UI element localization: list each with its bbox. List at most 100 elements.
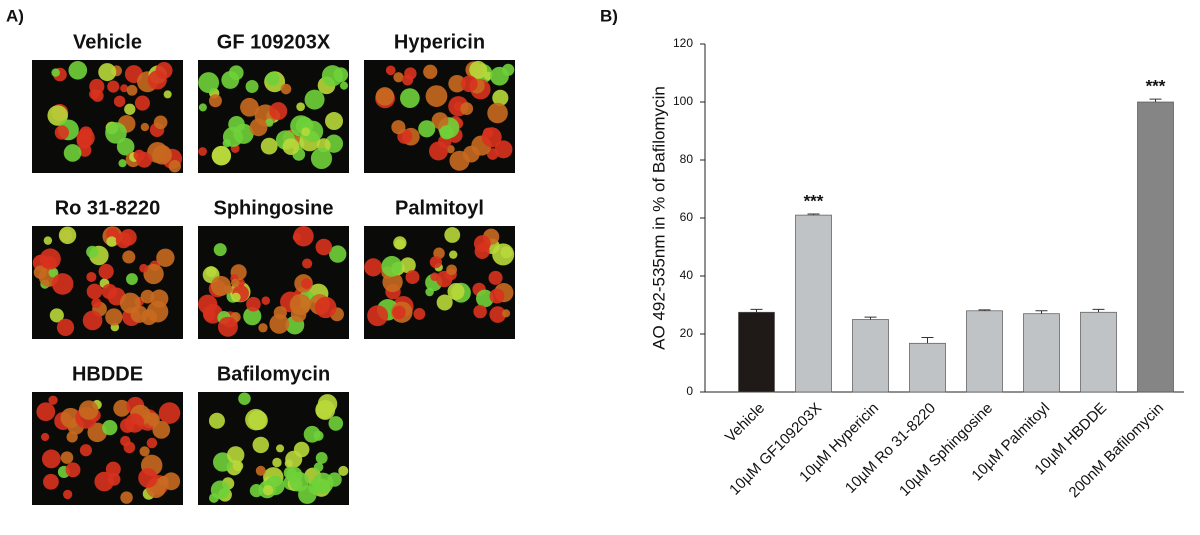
cell [86,245,99,259]
cell [293,441,310,458]
cell [269,313,290,334]
bar [1137,101,1174,393]
cell [304,89,325,110]
cell [139,446,150,457]
cell [76,128,95,147]
cell [310,147,333,170]
error-bar [921,336,934,344]
cell [210,480,230,500]
cell [56,318,75,337]
cell [367,305,389,327]
cell [158,402,181,424]
cell [328,416,344,431]
cell [240,97,259,117]
cell [79,444,93,457]
cell [266,72,280,86]
cell [302,258,313,269]
cell [153,115,168,130]
image-title: Vehicle [73,31,142,53]
cell [113,95,126,108]
cell [230,278,240,288]
cell [315,238,333,256]
cell [198,294,218,314]
cell [120,84,129,93]
cell [488,270,503,285]
cell [489,306,507,323]
cell [60,407,81,428]
cell [402,74,414,86]
cell [392,305,406,320]
cell [284,459,293,468]
bar [738,311,775,393]
cell [449,150,470,171]
cell [205,266,217,278]
cell [502,309,511,318]
cell [296,102,305,112]
cell [338,465,349,476]
cell [431,112,449,130]
cell [51,273,74,295]
cell [429,255,442,269]
cell [473,304,487,319]
cell [394,239,406,250]
cell [255,465,266,476]
cell [146,437,158,449]
cell [105,122,127,144]
cell [63,144,82,162]
cell [36,402,56,422]
cell [231,292,241,302]
x-tick-label: 200nM Bafilomycin [1065,400,1167,502]
cell [162,472,181,491]
image-title: Palmitoyl [395,197,484,219]
cell [448,74,466,93]
y-tick-label: 120 [673,36,693,50]
error-bar [1149,98,1162,102]
cell [62,489,73,500]
cell [315,452,328,464]
cell [439,125,454,140]
cell [282,138,300,155]
cell [428,141,448,161]
cell [228,65,244,81]
y-tick-label: 20 [680,326,694,340]
cell [423,64,438,79]
cell [430,272,440,282]
cell [444,227,461,243]
cell [48,395,58,405]
cell [107,80,120,93]
cell [105,461,121,477]
panel-label: A) [6,6,24,25]
cell [198,147,207,156]
cell [168,160,181,173]
cell [460,75,478,93]
cell [273,306,287,320]
cell [198,103,207,112]
cell [460,102,474,116]
cell [329,245,347,263]
cell [385,65,396,76]
cell [208,412,225,429]
error-bar [1035,310,1048,314]
cell [82,310,103,331]
cell [382,271,403,293]
cell [143,263,164,285]
cell [243,307,262,326]
cell [120,491,133,504]
cell [60,451,74,464]
bar [966,310,1003,393]
cell [101,283,118,300]
cell [123,441,136,454]
cell [49,308,64,323]
cell [487,102,508,124]
error-bar [750,308,763,313]
cell [260,137,278,155]
image-title: Hypericin [394,31,485,53]
cell [156,248,175,267]
bar [1023,313,1060,393]
cell [152,421,171,439]
cell [43,473,59,490]
cell [252,436,270,454]
error-bar [978,309,991,311]
image-title: Sphingosine [214,197,334,219]
